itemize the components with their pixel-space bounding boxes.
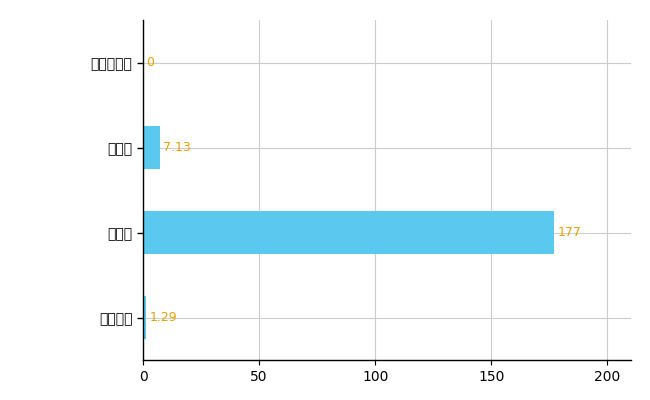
- Text: 177: 177: [558, 226, 581, 239]
- Text: 7.13: 7.13: [163, 141, 191, 154]
- Bar: [143, 126, 159, 169]
- Text: 1.29: 1.29: [150, 311, 177, 324]
- Bar: [143, 296, 146, 339]
- Bar: [143, 211, 554, 254]
- Text: 0: 0: [146, 56, 155, 69]
